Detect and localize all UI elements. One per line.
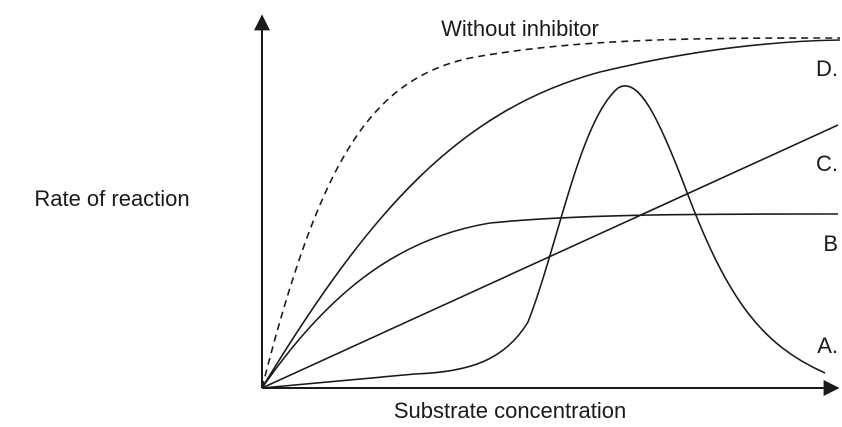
curve-title: Without inhibitor xyxy=(441,16,599,41)
curve-d xyxy=(261,39,841,389)
curve-label: A. xyxy=(817,333,838,358)
curve-a xyxy=(261,85,826,389)
y-axis-label: Rate of reaction xyxy=(34,186,189,211)
curve-label: C. xyxy=(816,151,838,176)
curve-label: D. xyxy=(816,56,838,81)
x-axis-label: Substrate concentration xyxy=(394,398,626,423)
curve-label: B xyxy=(823,231,838,256)
curve-without-inhibitor xyxy=(261,37,841,389)
curve-b xyxy=(261,213,839,389)
